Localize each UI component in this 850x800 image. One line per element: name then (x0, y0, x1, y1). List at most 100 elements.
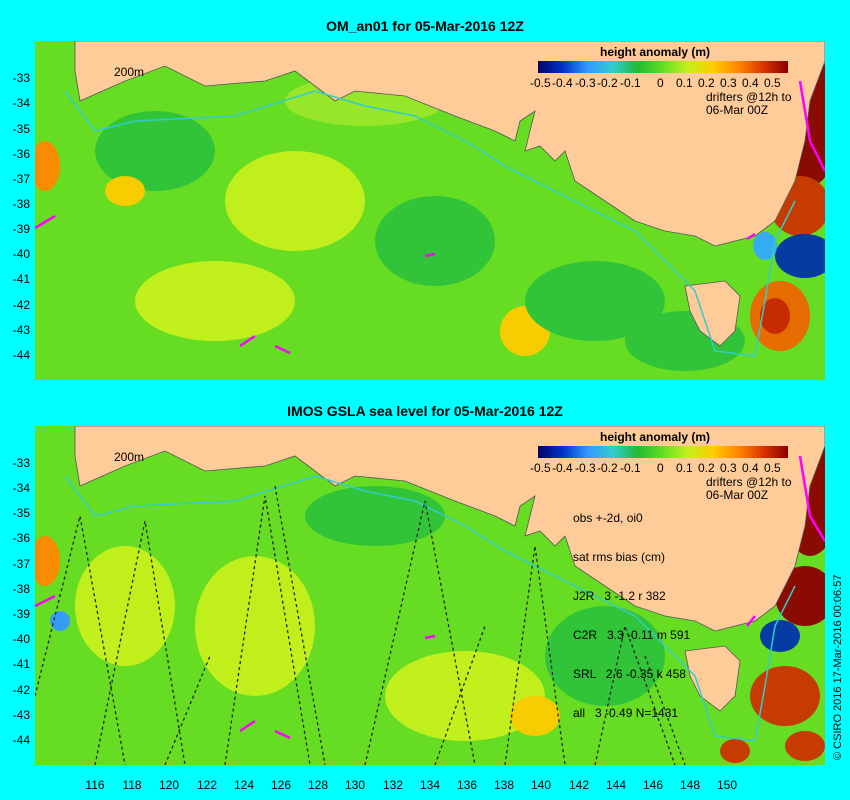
x-tick-label: 150 (716, 778, 738, 792)
colorbar (538, 446, 788, 458)
x-tick-label: 116 (85, 778, 105, 792)
colorbar-tick: 0.1 (676, 461, 693, 475)
colorbar-tick: -0.2 (597, 461, 618, 475)
australia-landmass (74, 426, 825, 632)
top-panel-title: OM_an01 for 05-Mar-2016 12Z (326, 18, 524, 34)
copyright-text: © CSIRO 2016 17-Mar-2016 00:06:57 (832, 574, 844, 760)
colorbar-tick: -0.5 (530, 76, 551, 90)
colorbar-tick: -0.4 (552, 461, 573, 475)
drifters-note-line: 06-Mar 00Z (706, 103, 769, 117)
stats-line: SRL 2.6 -0.35 k 458 (573, 667, 686, 681)
colorbar-tick: 0.2 (698, 461, 715, 475)
drifter-tracks (35, 80, 825, 355)
x-tick-label: 120 (158, 778, 180, 792)
drifters-note: drifters @12h to 06-Mar 00Z (706, 476, 792, 502)
x-tick-label: 148 (679, 778, 701, 792)
y-tick-label: -36 (12, 147, 30, 161)
colorbar-tick: -0.2 (597, 76, 618, 90)
colorbar-tick: 0.4 (742, 461, 759, 475)
colorbar-tick: -0.4 (552, 76, 573, 90)
y-tick-label: -40 (12, 247, 30, 261)
top-map-panel (35, 41, 825, 380)
colorbar (538, 61, 788, 73)
x-tick-label: 140 (530, 778, 552, 792)
x-tick-label: 128 (307, 778, 329, 792)
isobath-200m (64, 475, 796, 742)
x-tick-label: 124 (233, 778, 255, 792)
y-tick-label: -38 (12, 197, 30, 211)
colorbar-tick: 0.2 (698, 76, 715, 90)
satellite-stats: obs +-2d, oi0 sat rms bias (cm) J2R 3 -1… (573, 486, 690, 733)
y-tick-label: -44 (12, 733, 30, 747)
colorbar-tick: 0.5 (764, 76, 781, 90)
x-tick-label: 144 (605, 778, 627, 792)
x-tick-label: 132 (382, 778, 404, 792)
top-sea-level-map (35, 41, 825, 380)
y-tick-label: -41 (12, 272, 30, 286)
colorbar-tick: 0.1 (676, 76, 693, 90)
colorbar-tick: 0.3 (720, 461, 737, 475)
x-tick-label: 122 (196, 778, 218, 792)
colorbar-tick: -0.3 (575, 76, 596, 90)
stats-line: obs +-2d, oi0 (573, 511, 643, 525)
bottom-sea-level-map (35, 426, 825, 765)
drifters-note-line: 06-Mar 00Z (706, 488, 769, 502)
y-tick-label: -40 (12, 632, 30, 646)
x-tick-label: 134 (419, 778, 441, 792)
drifter-tracks (35, 455, 825, 740)
stats-line: C2R 3.3 -0.11 m 591 (573, 628, 691, 642)
colorbar-tick: 0 (657, 76, 664, 90)
drifters-note-line: drifters @12h to (706, 90, 792, 104)
x-tick-label: 138 (493, 778, 515, 792)
y-tick-label: -33 (12, 71, 30, 85)
y-tick-label: -42 (12, 683, 30, 697)
y-tick-label: -41 (12, 657, 30, 671)
tasmania (684, 645, 741, 712)
x-tick-label: 142 (568, 778, 590, 792)
x-tick-label: 126 (270, 778, 292, 792)
y-tick-label: -39 (12, 607, 30, 621)
anomaly-field (35, 436, 825, 763)
drifters-note: drifters @12h to 06-Mar 00Z (706, 91, 792, 117)
x-tick-label: 130 (344, 778, 366, 792)
australia-landmass (74, 41, 825, 247)
colorbar-title: height anomaly (m) (600, 45, 711, 59)
y-tick-label: -33 (12, 456, 30, 470)
colorbar-tick: 0.3 (720, 76, 737, 90)
x-tick-label: 136 (456, 778, 478, 792)
colorbar-title: height anomaly (m) (600, 430, 711, 444)
colorbar-tick: -0.1 (620, 461, 641, 475)
y-tick-label: -35 (12, 122, 30, 136)
y-tick-label: -37 (12, 172, 30, 186)
y-tick-label: -38 (12, 582, 30, 596)
colorbar-tick: -0.5 (530, 461, 551, 475)
colorbar-tick: 0.5 (764, 461, 781, 475)
x-tick-label: 146 (642, 778, 664, 792)
isobath-label: 200m (114, 65, 145, 79)
y-tick-label: -35 (12, 506, 30, 520)
colorbar-tick: -0.1 (620, 76, 641, 90)
colorbar-tick: 0 (657, 461, 664, 475)
stats-line: J2R 3 -1.2 r 382 (573, 589, 666, 603)
y-tick-label: -44 (12, 348, 30, 362)
y-tick-label: -39 (12, 222, 30, 236)
y-tick-label: -37 (12, 557, 30, 571)
y-tick-label: -34 (12, 96, 30, 110)
y-tick-label: -36 (12, 531, 30, 545)
y-tick-label: -34 (12, 481, 30, 495)
drifters-note-line: drifters @12h to (706, 475, 792, 489)
x-tick-label: 118 (122, 778, 142, 792)
isobath-label: 200m (114, 450, 145, 464)
stats-line: all 3 -0.49 N=1431 (573, 706, 679, 720)
y-tick-label: -43 (12, 323, 30, 337)
colorbar-tick: -0.3 (575, 461, 596, 475)
tasmania (684, 280, 741, 347)
bottom-map-panel (35, 426, 825, 765)
y-tick-label: -43 (12, 708, 30, 722)
bottom-panel-title: IMOS GSLA sea level for 05-Mar-2016 12Z (287, 403, 563, 419)
satellite-tracks (35, 485, 686, 765)
stats-line: sat rms bias (cm) (573, 550, 666, 564)
y-tick-label: -42 (12, 298, 30, 312)
isobath-200m (64, 90, 796, 357)
colorbar-tick: 0.4 (742, 76, 759, 90)
